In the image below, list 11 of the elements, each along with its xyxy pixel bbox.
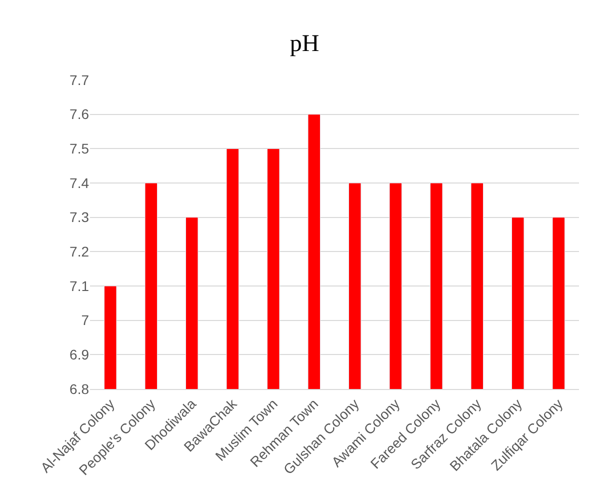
y-tick-label: 7.7 xyxy=(70,72,90,88)
y-tick-label: 6.9 xyxy=(70,346,90,363)
y-tick-label: 7.1 xyxy=(70,278,90,294)
y-tick-label: 6.8 xyxy=(70,380,90,397)
y-tick-label: 7.5 xyxy=(70,140,90,157)
y-tick-label: 7.3 xyxy=(70,209,90,226)
y-tick-label: 7.6 xyxy=(70,106,90,122)
chart-title: pH xyxy=(290,31,320,58)
y-tick-label: 7.2 xyxy=(70,244,90,260)
y-tick-label: 7.4 xyxy=(70,174,90,191)
y-tick-label: 7 xyxy=(81,312,90,328)
